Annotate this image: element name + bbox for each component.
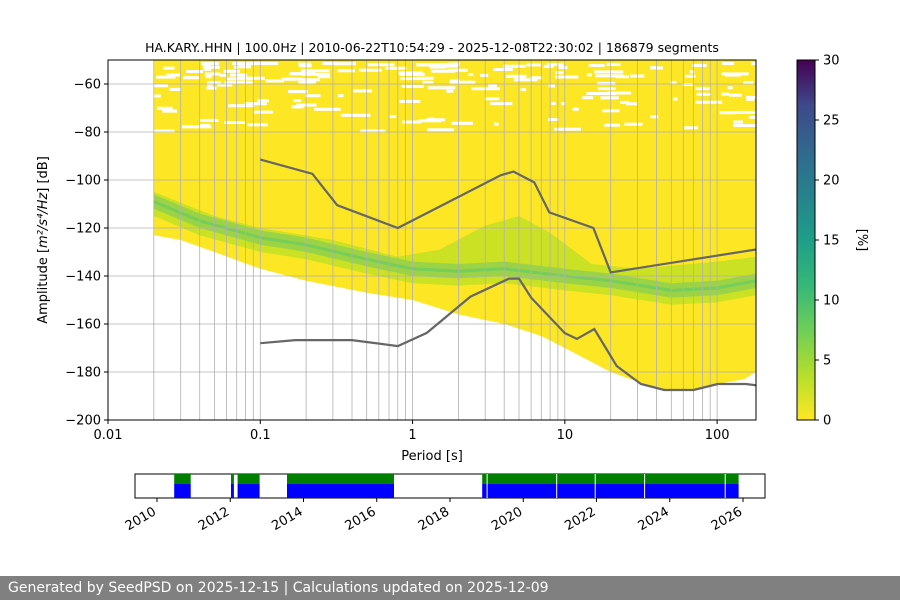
year-tick-label: 2024 bbox=[636, 504, 672, 534]
y-tick-label: −100 bbox=[65, 174, 101, 189]
year-tick-label: 2014 bbox=[269, 504, 305, 534]
y-tick-label: −60 bbox=[74, 78, 101, 93]
year-tick-label: 2012 bbox=[196, 504, 232, 534]
chart-title: HA.KARY..HHN | 100.0Hz | 2010-06-22T10:5… bbox=[145, 40, 719, 55]
x-tick-label: 100 bbox=[705, 428, 730, 443]
colorbar-label: [%] bbox=[854, 229, 869, 252]
processed-span bbox=[174, 474, 191, 484]
colorbar-tick-label: 0 bbox=[823, 414, 831, 429]
processed-span bbox=[237, 474, 260, 484]
x-tick-label: 10 bbox=[557, 428, 574, 443]
colorbar-tick-label: 5 bbox=[823, 354, 831, 369]
availability-bars bbox=[174, 474, 739, 498]
psd-coverage-area bbox=[153, 60, 756, 392]
x-tick-label: 0.01 bbox=[94, 428, 123, 443]
year-tick-label: 2020 bbox=[489, 504, 525, 534]
data-span bbox=[482, 484, 739, 498]
year-tick-label: 2016 bbox=[343, 504, 379, 534]
colorbar-tick-label: 20 bbox=[823, 174, 840, 189]
data-span bbox=[231, 484, 234, 498]
plot-frame bbox=[107, 59, 757, 421]
high-noise-model-line bbox=[260, 158, 756, 274]
footer-bar: Generated by SeedPSD on 2025-12-15 | Cal… bbox=[0, 576, 900, 600]
year-tick-label: 2010 bbox=[123, 504, 159, 534]
data-span bbox=[237, 484, 260, 498]
x-tick-label: 1 bbox=[408, 428, 416, 443]
processed-span bbox=[287, 474, 394, 484]
y-tick-label: −80 bbox=[74, 126, 101, 141]
psd-figure: HA.KARY..HHN | 100.0Hz | 2010-06-22T10:5… bbox=[36, 40, 869, 534]
y-tick-label: −160 bbox=[65, 318, 101, 333]
sparse-upper-gaps bbox=[152, 62, 756, 133]
x-tick-label: 0.1 bbox=[250, 428, 271, 443]
colorbar-tick-label: 15 bbox=[823, 234, 840, 249]
colorbar-tick-label: 10 bbox=[823, 294, 840, 309]
data-gap bbox=[724, 474, 726, 498]
data-span bbox=[174, 484, 191, 498]
year-tick-label: 2018 bbox=[416, 504, 452, 534]
noise-band-inner bbox=[153, 194, 756, 298]
y-tick-label: −200 bbox=[65, 414, 101, 429]
low-noise-model-line bbox=[260, 277, 756, 392]
x-axis-label: Period [s] bbox=[401, 449, 463, 464]
data-gap bbox=[486, 474, 488, 498]
data-gap bbox=[594, 474, 596, 498]
y-tick-label: −140 bbox=[65, 270, 101, 285]
year-tick-label: 2026 bbox=[709, 504, 745, 534]
data-gap bbox=[644, 474, 646, 498]
colorbar bbox=[796, 59, 816, 421]
data-gap bbox=[556, 474, 558, 498]
y-axis-label: Amplitude [m²/s⁴/Hz] [dB] bbox=[36, 156, 51, 324]
footer-text: Generated by SeedPSD on 2025-12-15 | Cal… bbox=[8, 580, 549, 596]
colorbar-tick-label: 30 bbox=[823, 54, 840, 69]
y-tick-label: −180 bbox=[65, 366, 101, 381]
year-tick-label: 2022 bbox=[562, 504, 598, 534]
processed-span bbox=[231, 474, 234, 484]
y-tick-label: −120 bbox=[65, 222, 101, 237]
processed-span bbox=[482, 474, 739, 484]
grid-lines bbox=[107, 60, 756, 421]
data-span bbox=[287, 484, 394, 498]
colorbar-tick-label: 25 bbox=[823, 114, 840, 129]
